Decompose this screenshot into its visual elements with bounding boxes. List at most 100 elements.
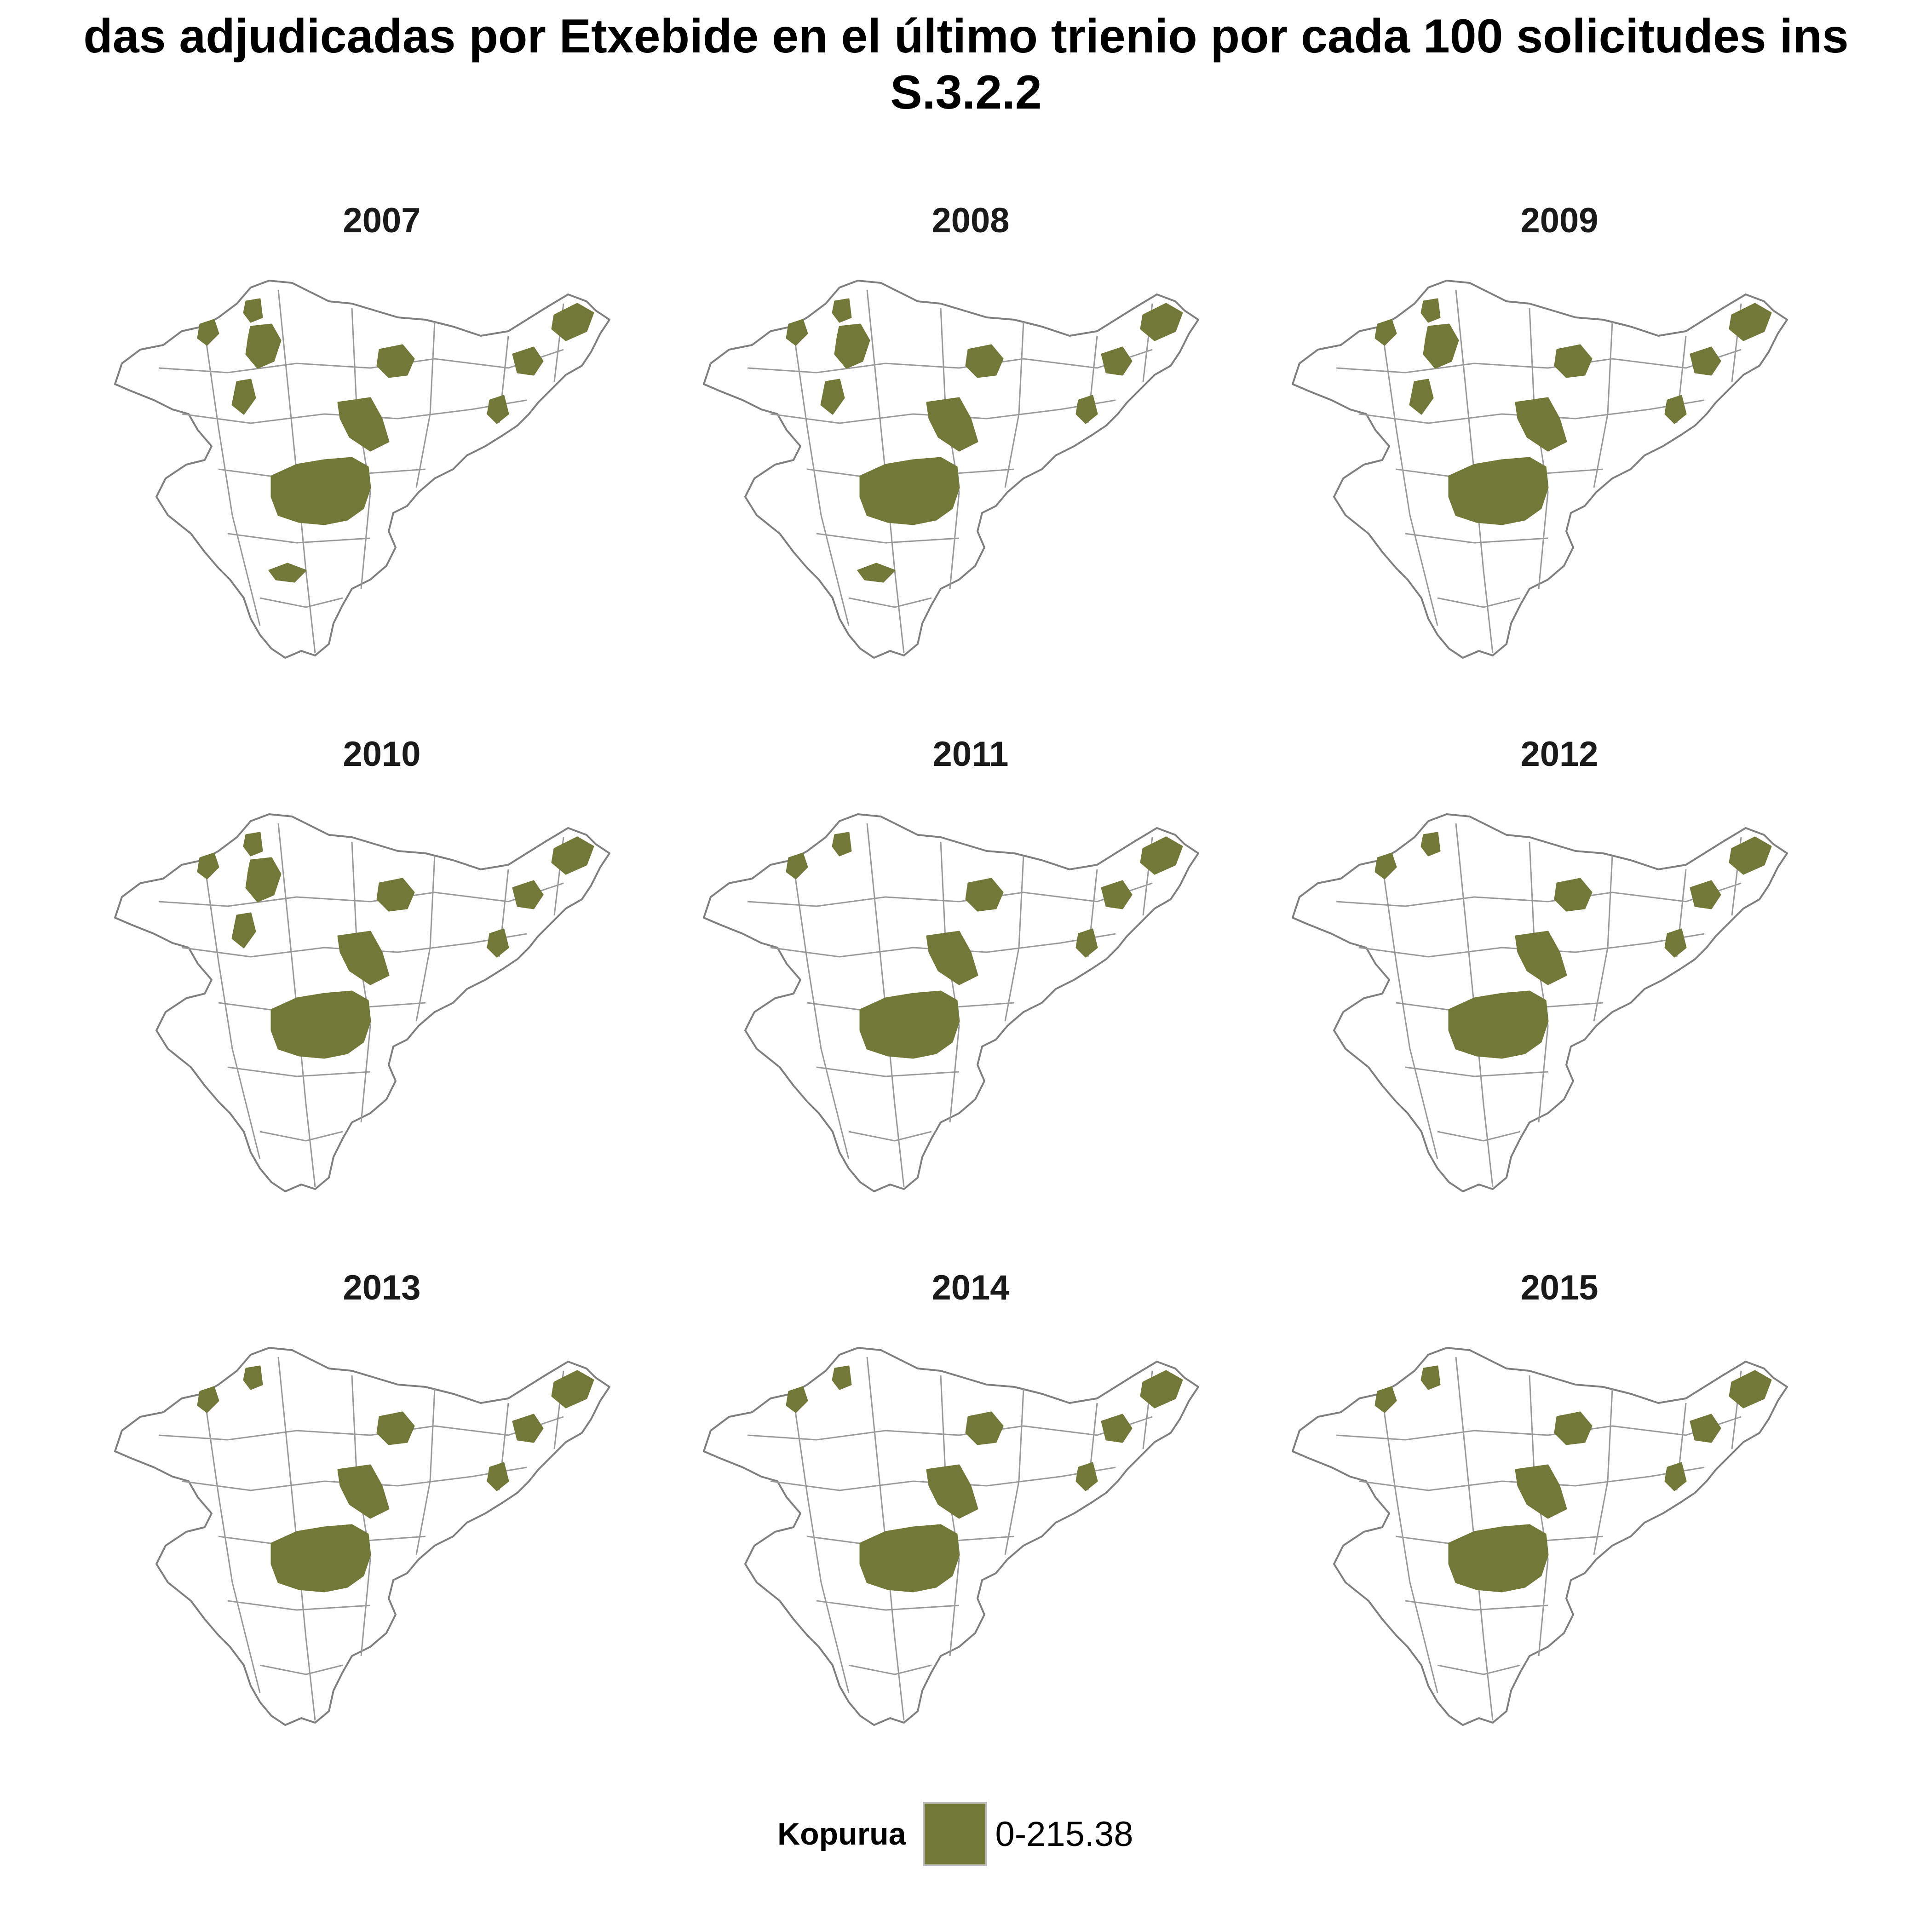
highlighted-municipality [487,303,594,424]
highlighted-municipality [1448,990,1549,1059]
municipality-border [1529,841,1549,1123]
municipality-border [1381,864,1438,1160]
legend-key-label: 0-215.38 [995,1814,1133,1854]
highlighted-municipality [487,1370,594,1491]
highlighted-municipality [1515,344,1593,452]
region-map [703,813,1199,1192]
map-title-line-2: S.3.2.2 [890,66,1042,119]
region-map [114,813,610,1192]
region-map [703,1347,1199,1726]
highlighted-municipality [1515,1411,1593,1519]
highlighted-municipality [859,990,960,1059]
municipality-border [747,1416,1153,1441]
municipality-border [351,1375,371,1656]
municipality-border [415,1389,436,1555]
municipality-border [1336,349,1742,374]
municipality-border [1336,1416,1742,1441]
highlighted-municipality [820,323,870,415]
highlighted-municipality [1448,1524,1549,1593]
highlighted-municipality [926,344,1004,452]
municipality-border [1004,1389,1024,1555]
municipality-border [227,1600,371,1611]
highlighted-municipality [786,298,852,346]
municipality-border [816,1600,960,1611]
municipality-border [204,331,261,626]
region-map [1292,1347,1788,1726]
municipality-border [1004,322,1024,488]
highlighted-municipality [337,344,415,452]
panel-year-label: 2012 [1520,735,1598,774]
municipality-border [1437,1131,1521,1142]
municipality-border [204,864,261,1160]
highlighted-municipality [1664,836,1772,958]
highlighted-municipality [859,457,960,525]
municipality-border [1593,1389,1613,1555]
highlighted-municipality [1075,303,1183,424]
region-map [703,280,1199,659]
panel-year-label: 2009 [1520,201,1598,240]
highlighted-municipality [857,563,896,583]
panel-year-label: 2007 [343,201,420,240]
municipality-border [793,331,850,626]
municipality-border [940,308,960,589]
highlighted-municipality [1374,1365,1441,1413]
municipality-border [793,1398,850,1693]
municipality-border [227,1066,371,1077]
highlighted-municipality [1664,303,1772,424]
municipality-border [1529,1375,1549,1656]
small-multiples-maps: 2007 2008 2009 2010 2011 2012 2013 2014 2015 [114,201,1788,1726]
highlighted-municipality [197,298,263,346]
region-map [1292,280,1788,659]
municipality-border [1004,855,1024,1022]
highlighted-municipality [197,1365,263,1413]
highlighted-municipality [337,1411,415,1519]
municipality-border [1529,308,1549,589]
highlighted-municipality [926,1411,1004,1519]
municipality-border [1381,331,1438,626]
municipality-border [204,1398,261,1693]
municipality-border [158,1416,564,1441]
municipality-border [1437,597,1521,608]
municipality-border [415,322,436,488]
municipality-border [259,597,343,608]
highlighted-municipality [231,857,282,949]
municipality-border [227,533,371,544]
map-title-line-1: das adjudicadas por Etxebide en el últim… [83,10,1849,63]
region-map [114,1347,610,1726]
municipality-border [848,597,932,608]
municipality-border [848,1664,932,1675]
municipality-border [1381,1398,1438,1693]
highlighted-municipality [1075,836,1183,958]
highlighted-municipality [926,878,1004,985]
region-map [114,280,610,659]
panel-year-label: 2015 [1520,1268,1598,1307]
municipality-border [1405,533,1548,544]
highlighted-municipality [1409,323,1459,415]
municipality-border [816,1066,960,1077]
highlighted-municipality [487,836,594,958]
region-map [1292,813,1788,1192]
panel-year-label: 2010 [343,735,420,774]
panel-year-label: 2014 [932,1268,1009,1307]
highlighted-municipality [1374,832,1441,880]
municipality-border [1405,1600,1548,1611]
municipality-border [158,882,564,907]
municipality-border [351,841,371,1123]
panel-year-label: 2013 [343,1268,420,1307]
municipality-border [1593,322,1613,488]
highlighted-municipality [231,323,282,415]
highlighted-municipality [1515,878,1593,985]
municipality-border [351,308,371,589]
municipality-border [816,533,960,544]
highlighted-municipality [268,563,307,583]
municipality-border [940,1375,960,1656]
highlighted-municipality [1374,298,1441,346]
highlighted-municipality [270,1524,371,1593]
municipality-border [158,349,564,374]
legend-title: Kopurua [777,1817,906,1852]
municipality-border [415,855,436,1022]
municipality-border [259,1664,343,1675]
legend: Kopurua 0-215.38 [777,1800,1133,1869]
highlighted-municipality [1664,1370,1772,1491]
highlighted-municipality [786,1365,852,1413]
